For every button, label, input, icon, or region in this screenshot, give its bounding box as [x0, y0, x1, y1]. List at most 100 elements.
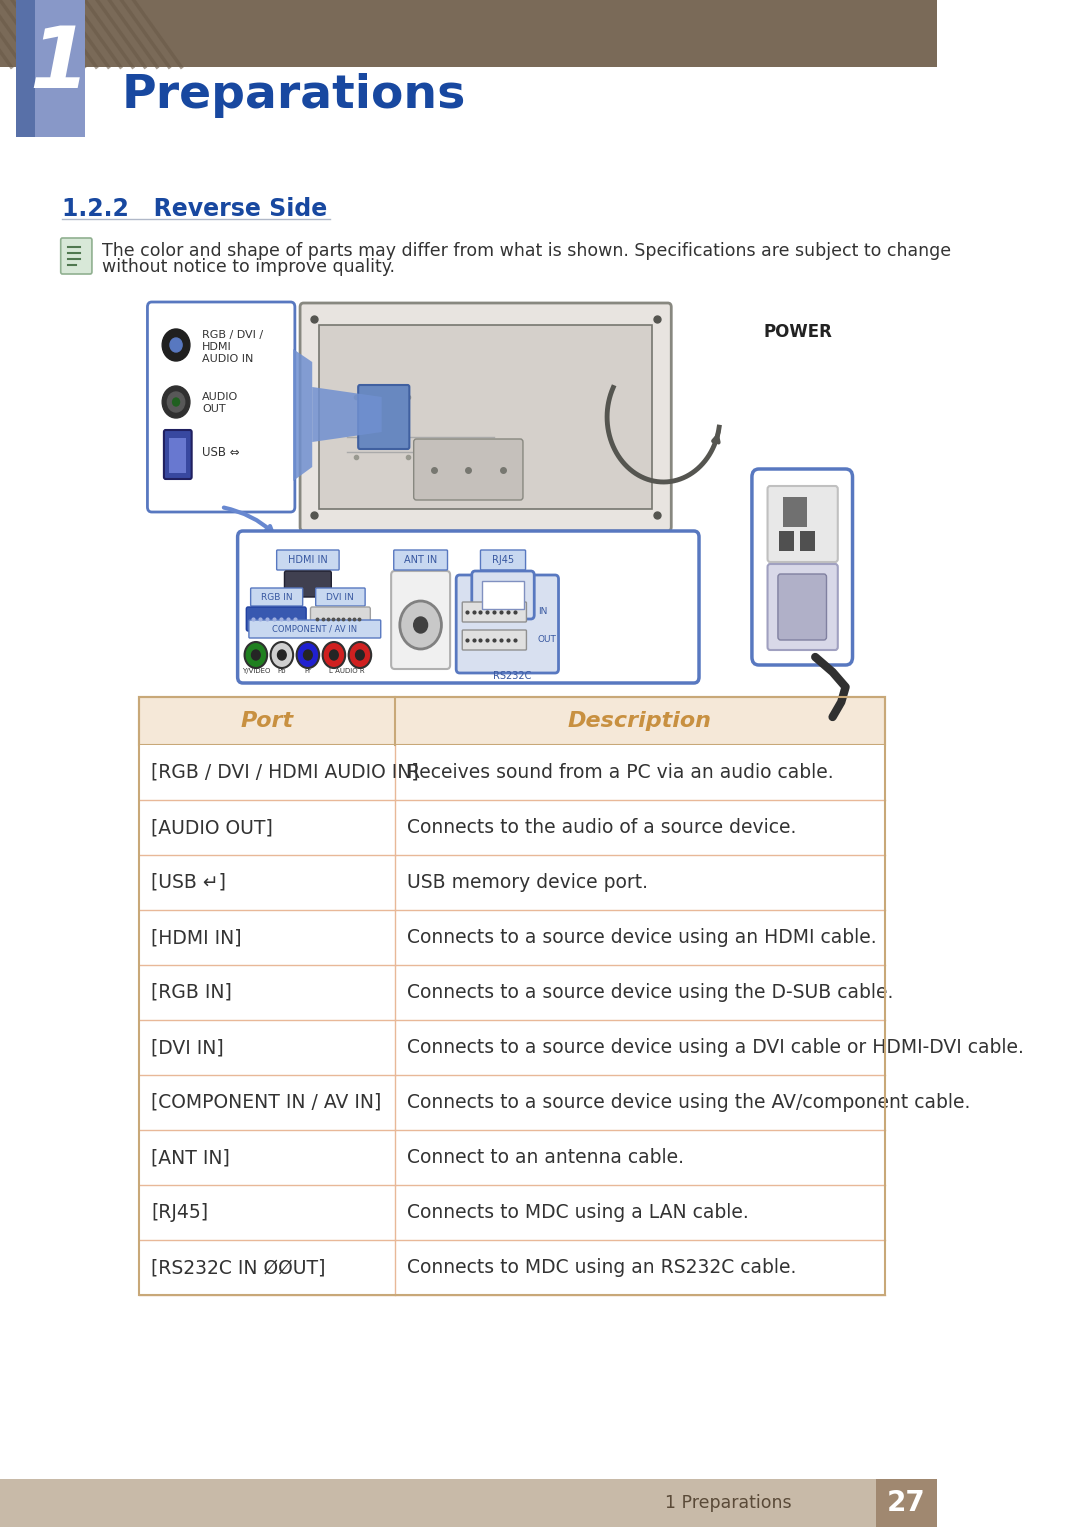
Circle shape	[162, 386, 190, 418]
Bar	[15, 0, 35, 137]
Circle shape	[329, 651, 338, 660]
Text: Connects to MDC using a LAN cable.: Connects to MDC using a LAN cable.	[407, 1203, 748, 1222]
Bar	[138, 1130, 885, 1185]
Text: ANT IN: ANT IN	[404, 554, 437, 565]
FancyBboxPatch shape	[394, 550, 447, 570]
Text: [DVI IN]: [DVI IN]	[151, 1038, 224, 1057]
Text: OUT: OUT	[538, 635, 556, 644]
Text: 27: 27	[887, 1489, 926, 1516]
Bar	[0, 0, 936, 67]
FancyBboxPatch shape	[246, 608, 306, 631]
Bar	[15, 0, 85, 137]
FancyBboxPatch shape	[251, 588, 302, 606]
Circle shape	[303, 651, 312, 660]
Text: Connects to MDC using an RS232C cable.: Connects to MDC using an RS232C cable.	[407, 1258, 796, 1277]
Bar	[0, 1480, 936, 1527]
FancyBboxPatch shape	[238, 531, 699, 683]
Text: HDMI IN: HDMI IN	[288, 554, 327, 565]
Text: [AUDIO OUT]: [AUDIO OUT]	[151, 818, 273, 837]
Bar	[779, 531, 795, 551]
Bar	[876, 1480, 936, 1527]
Text: [RJ45]: [RJ45]	[151, 1203, 208, 1222]
Text: Connects to a source device using a DVI cable or HDMI-DVI cable.: Connects to a source device using a DVI …	[407, 1038, 1024, 1057]
FancyBboxPatch shape	[300, 302, 672, 531]
Circle shape	[244, 641, 267, 667]
Circle shape	[349, 641, 372, 667]
Text: 1: 1	[29, 23, 89, 107]
FancyBboxPatch shape	[768, 486, 838, 562]
Text: Description: Description	[568, 712, 712, 731]
Bar	[320, 325, 652, 508]
FancyBboxPatch shape	[752, 469, 852, 664]
Text: OUT: OUT	[202, 405, 226, 414]
Text: [RGB IN]: [RGB IN]	[151, 983, 232, 1002]
Bar	[138, 1020, 885, 1075]
Circle shape	[323, 641, 346, 667]
Text: 1.2.2   Reverse Side: 1.2.2 Reverse Side	[63, 197, 327, 221]
Text: The color and shape of parts may differ from what is shown. Specifications are s: The color and shape of parts may differ …	[103, 241, 951, 260]
Text: [COMPONENT IN / AV IN]: [COMPONENT IN / AV IN]	[151, 1093, 381, 1112]
FancyBboxPatch shape	[462, 602, 526, 621]
Bar	[170, 438, 187, 473]
Text: Port: Port	[240, 712, 294, 731]
FancyBboxPatch shape	[462, 631, 526, 651]
Text: RGB IN: RGB IN	[261, 592, 293, 602]
Text: DVI IN: DVI IN	[326, 592, 354, 602]
Text: Connect to an antenna cable.: Connect to an antenna cable.	[407, 1148, 684, 1167]
Bar	[138, 800, 885, 855]
Text: POWER: POWER	[764, 324, 833, 341]
Text: [ANT IN]: [ANT IN]	[151, 1148, 230, 1167]
Bar	[138, 910, 885, 965]
Circle shape	[355, 651, 364, 660]
FancyBboxPatch shape	[164, 431, 191, 479]
Text: COMPONENT / AV IN: COMPONENT / AV IN	[272, 625, 357, 634]
Circle shape	[297, 641, 320, 667]
FancyBboxPatch shape	[768, 563, 838, 651]
Text: [RGB / DVI / HDMI AUDIO IN]: [RGB / DVI / HDMI AUDIO IN]	[151, 764, 419, 782]
Text: [USB ↵]: [USB ↵]	[151, 873, 226, 892]
Bar	[138, 696, 885, 745]
Text: [HDMI IN]: [HDMI IN]	[151, 928, 242, 947]
Text: HDMI: HDMI	[202, 342, 232, 353]
Bar	[482, 580, 524, 609]
FancyBboxPatch shape	[248, 620, 381, 638]
Circle shape	[162, 328, 190, 360]
Text: Preparations: Preparations	[121, 72, 465, 118]
Text: without notice to improve quality.: without notice to improve quality.	[103, 258, 395, 276]
Text: L AUDIO R: L AUDIO R	[329, 667, 365, 673]
Circle shape	[173, 399, 179, 406]
FancyBboxPatch shape	[391, 571, 450, 669]
Text: USB memory device port.: USB memory device port.	[407, 873, 648, 892]
Circle shape	[271, 641, 293, 667]
FancyBboxPatch shape	[60, 238, 92, 273]
Bar	[138, 1075, 885, 1130]
Circle shape	[252, 651, 260, 660]
Polygon shape	[312, 386, 381, 441]
Text: 1 Preparations: 1 Preparations	[665, 1493, 792, 1512]
Circle shape	[400, 602, 442, 649]
Text: Connects to a source device using the AV/component cable.: Connects to a source device using the AV…	[407, 1093, 970, 1112]
Circle shape	[167, 392, 185, 412]
Bar	[783, 496, 808, 527]
Bar	[799, 531, 815, 551]
Text: AUDIO: AUDIO	[202, 392, 239, 402]
FancyBboxPatch shape	[414, 438, 523, 499]
FancyBboxPatch shape	[310, 608, 370, 631]
FancyBboxPatch shape	[472, 571, 535, 618]
Text: Pb: Pb	[278, 667, 286, 673]
Text: Connects to a source device using an HDMI cable.: Connects to a source device using an HDM…	[407, 928, 876, 947]
Text: RJ45: RJ45	[492, 554, 514, 565]
Text: USB ⇔: USB ⇔	[202, 446, 240, 458]
Bar	[138, 965, 885, 1020]
Polygon shape	[293, 350, 312, 481]
Text: RGB / DVI /: RGB / DVI /	[202, 330, 264, 341]
Bar	[138, 745, 885, 800]
FancyBboxPatch shape	[481, 550, 526, 570]
FancyBboxPatch shape	[359, 385, 409, 449]
Text: Connects to a source device using the D-SUB cable.: Connects to a source device using the D-…	[407, 983, 893, 1002]
Text: IN: IN	[538, 608, 548, 617]
Circle shape	[170, 337, 183, 353]
Bar	[138, 1240, 885, 1295]
Text: [RS232C IN ØØUT]: [RS232C IN ØØUT]	[151, 1258, 325, 1277]
Text: RS232C: RS232C	[492, 670, 531, 681]
